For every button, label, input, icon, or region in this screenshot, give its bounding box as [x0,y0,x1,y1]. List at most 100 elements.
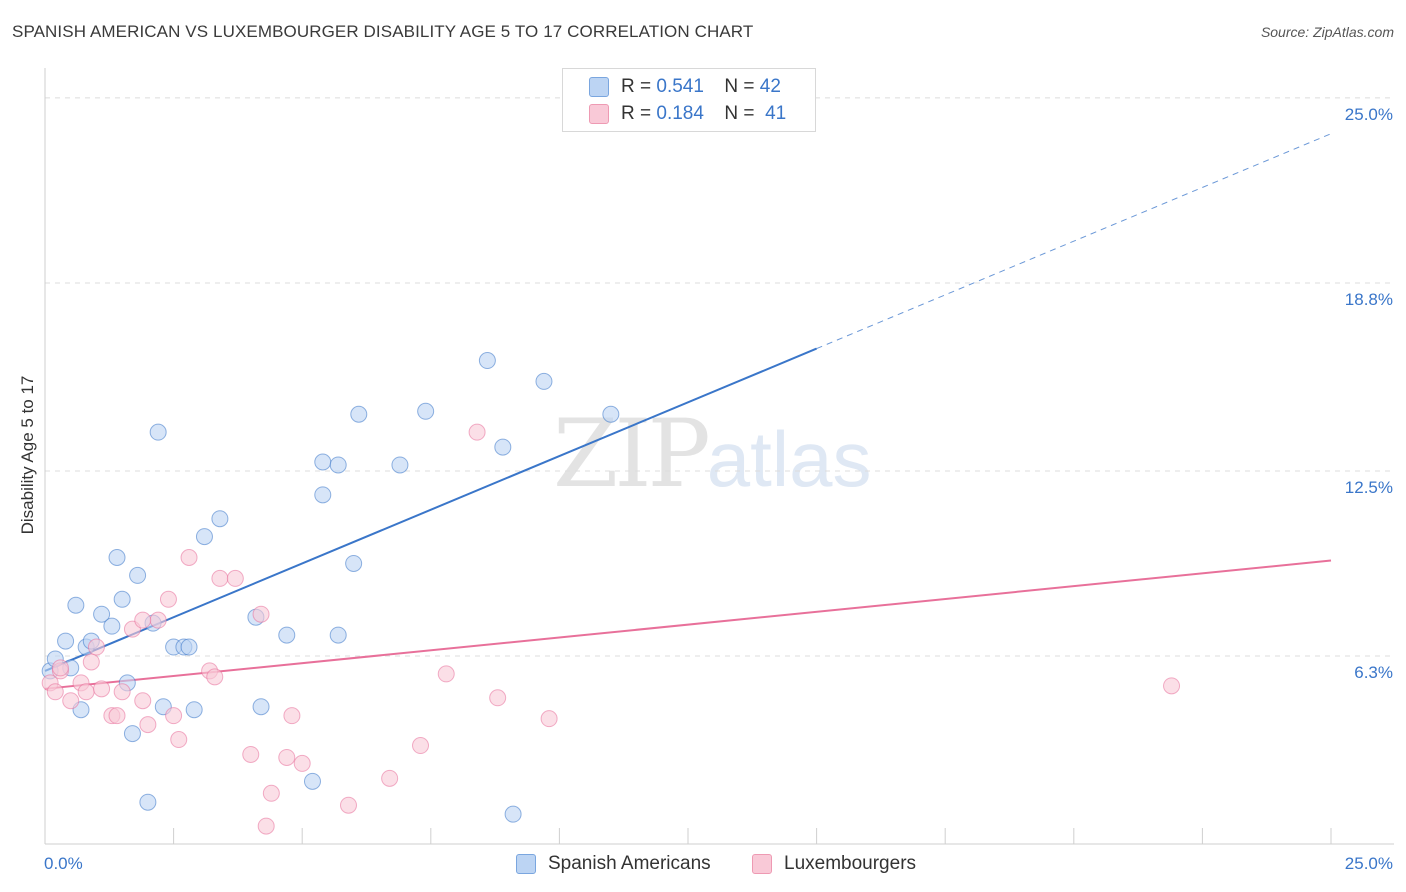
source-label: Source: ZipAtlas.com [1260,24,1394,40]
axes [44,68,1394,845]
spanish-american-point [314,453,332,471]
data-points [41,352,1181,835]
spanish-american-trend-line [44,347,817,672]
luxembourger-point [62,692,80,710]
y-tick-label: 6.3% [1354,663,1393,682]
legend-n-label: N = [724,76,755,97]
watermark-atlas: atlas [706,415,872,503]
luxembourger-point [540,710,558,728]
luxembourger-point [412,737,430,755]
trend-lines [44,133,1332,690]
luxembourger-point [170,731,188,749]
spanish-american-point [67,596,85,614]
y-tick-label: 12.5% [1345,478,1393,497]
legend-n-value: 42 [759,76,781,97]
legend-r-value: 0.184 [656,103,704,124]
luxembourger-point [293,754,311,772]
spanish-american-point [345,554,363,572]
legend-row-luxembourger: R = 0.184 N = 41 [589,102,786,126]
spanish-american-point [149,423,167,441]
spanish-american-point [129,566,147,584]
spanish-american-point [478,352,496,370]
luxembourger-point [252,605,270,623]
spanish-american-point [535,372,553,390]
spanish-american-point [314,486,332,504]
spanish-american-point [504,805,522,823]
luxembourger-trend-line [44,559,1332,690]
x-tick-label: 0.0% [44,854,83,873]
series-name: Spanish Americans [548,853,711,874]
legend-r-value: 0.541 [656,76,704,97]
watermark-zip: ZIP [553,400,711,509]
y-tick-label: 18.8% [1345,290,1393,309]
series-name: Luxembourgers [784,853,917,874]
spanish-american-point [602,405,620,423]
luxembourger-point [165,707,183,725]
legend-swatch-blue [589,77,609,97]
luxembourger-point [87,638,105,656]
luxembourger-point [51,659,69,677]
legend-swatch-pink [589,104,609,124]
luxembourger-point [77,683,95,701]
spanish-american-trend-extension [816,133,1332,350]
luxembourger-point [93,680,111,698]
luxembourger-point [211,569,229,587]
x-tick-label: 25.0% [1345,854,1393,873]
spanish-american-point [278,626,296,644]
luxembourger-point [437,665,455,683]
legend-r-label: R = [621,76,652,97]
spanish-american-point [185,701,203,719]
luxembourger-point [381,769,399,787]
spanish-american-point [180,638,198,656]
tick-labels: 6.3% 12.5% 18.8% 25.0% 0.0% 25.0% [44,105,1393,873]
spanish-american-point [350,405,368,423]
spanish-american-point [108,549,126,566]
luxembourger-point [149,611,167,629]
luxembourger-point [278,748,296,766]
spanish-american-point [494,438,512,456]
spanish-american-point [93,605,111,623]
luxembourger-point [262,784,280,802]
series-swatch-blue [516,854,536,874]
luxembourger-point [139,716,157,734]
luxembourger-point [46,683,64,701]
luxembourger-point [489,689,507,707]
series-swatch-pink [752,854,772,874]
spanish-american-point [391,456,409,474]
legend-row-spanish: R = 0.541 N = 42 [589,75,781,99]
spanish-american-point [329,626,347,644]
spanish-american-point [329,456,347,474]
luxembourger-point [339,796,357,814]
spanish-american-point [195,528,213,546]
spanish-american-point [103,617,121,635]
luxembourger-point [257,817,275,835]
luxembourger-point [468,423,486,441]
series-legend-luxembourger: Luxembourgers [752,852,916,876]
luxembourger-point [82,653,100,671]
spanish-american-point [57,632,75,650]
watermark: ZIPatlas [553,400,871,509]
stats-legend: R = 0.541 N = 42 R = 0.184 N = 41 [562,68,816,132]
spanish-american-point [139,793,157,811]
spanish-american-point [252,698,270,716]
luxembourger-point [226,569,244,587]
grid [45,97,1394,657]
spanish-american-point [211,510,229,528]
legend-r-label: R = [621,103,652,124]
chart-title: SPANISH AMERICAN VS LUXEMBOURGER DISABIL… [12,22,754,41]
luxembourger-point [159,590,177,608]
luxembourger-point [134,692,152,710]
series-legend-spanish: Spanish Americans [516,852,711,876]
luxembourger-point [180,549,198,566]
legend-n-label: N = [724,103,755,124]
spanish-american-point [113,590,131,608]
spanish-american-point [417,402,435,420]
luxembourger-point [134,611,152,629]
spanish-american-point [123,725,141,743]
y-tick-label: 25.0% [1345,105,1393,124]
luxembourger-point [242,745,260,763]
spanish-american-point [303,772,321,790]
luxembourger-point [1163,677,1181,695]
luxembourger-point [113,683,131,701]
